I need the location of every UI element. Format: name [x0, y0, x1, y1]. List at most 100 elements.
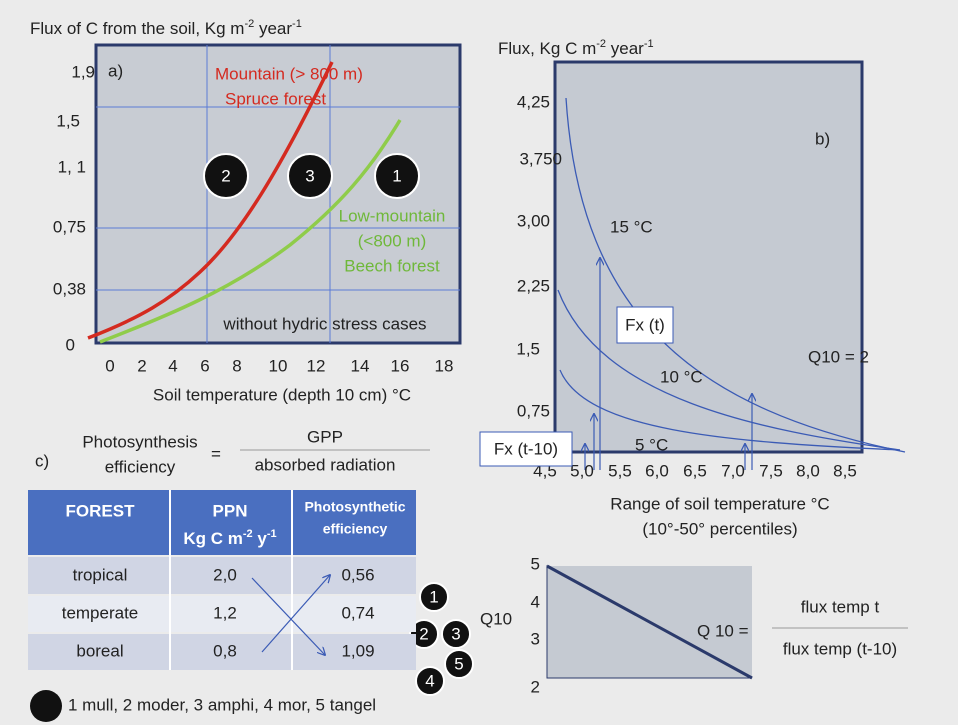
text: 10 — [269, 356, 288, 375]
panel-a-title: Flux of C from the soil, Kg m-2 year-1 — [30, 18, 302, 39]
text-part: -2 — [243, 528, 253, 540]
curve-label: 5 °C — [635, 435, 668, 454]
formula: = — [211, 444, 221, 463]
text: 4 — [168, 356, 177, 375]
panel-b-x-title: Range of soil temperature °C — [610, 494, 829, 513]
text: 6,0 — [645, 461, 669, 480]
line — [261, 575, 330, 653]
fx-box — [616, 306, 674, 344]
text-part: -2 — [244, 18, 254, 30]
panel-b-x-title: (10°-50° percentiles) — [642, 519, 797, 538]
humus-circles: 1 2 3 5 4 — [409, 582, 474, 696]
circle — [441, 619, 471, 649]
text: 14 — [351, 356, 370, 375]
circle — [415, 666, 445, 696]
q10-formula: Q 10 = — [697, 621, 749, 640]
line — [251, 577, 325, 655]
text: 1,9 — [71, 62, 95, 81]
circle — [203, 153, 249, 199]
text: 5 — [454, 654, 463, 673]
q10-note: Q10 = 2 — [808, 347, 869, 366]
text: 12 — [307, 356, 326, 375]
text: 3,00 — [517, 211, 550, 230]
text: 1 — [429, 587, 438, 606]
path — [557, 289, 901, 451]
text-part: -1 — [267, 528, 277, 540]
text: 6 — [200, 356, 209, 375]
formula: Photosynthesis — [82, 432, 197, 451]
text: temperate — [62, 603, 139, 622]
panel-b-plot — [553, 60, 864, 454]
curve-label: 10 °C — [660, 367, 703, 386]
text: FOREST — [66, 501, 136, 520]
text: 2 — [531, 677, 540, 696]
fx-box — [479, 431, 573, 467]
spruce-curve — [87, 61, 334, 340]
text: 8 — [232, 356, 241, 375]
text: 5,5 — [608, 461, 632, 480]
text: PPN — [213, 501, 248, 520]
text: 1, 1 — [58, 157, 86, 176]
panel-b-title: Flux, Kg C m-2 year-1 — [498, 38, 654, 59]
text: 3 — [531, 629, 540, 648]
beech-label: Low-mountain (<800 m) Beech forest — [339, 206, 446, 275]
beech-curve — [99, 119, 402, 344]
text: 7,5 — [759, 461, 783, 480]
humus-circles: 2 3 1 — [203, 153, 420, 199]
panel-b-curves — [557, 97, 906, 470]
text: 16 — [391, 356, 410, 375]
panel-b-x-labels: 4,5 5,0 5,5 6,0 6,5 7,0 7,5 8,0 8,5 — [533, 461, 857, 480]
text: 5 — [531, 554, 540, 573]
panel-label: a) — [108, 61, 123, 80]
circle — [444, 649, 474, 679]
text-part: year — [606, 39, 644, 58]
text-part: -2 — [596, 38, 606, 50]
spruce-label: Mountain (> 800 m) — [215, 64, 363, 83]
q10-formula: flux temp (t-10) — [783, 639, 897, 658]
text: 3,750 — [519, 149, 562, 168]
curve-label: 15 °C — [610, 217, 653, 236]
text: 3 — [451, 624, 460, 643]
text-part: year — [254, 19, 292, 38]
text: 0 — [66, 335, 75, 354]
text: 8,5 — [833, 461, 857, 480]
spruce-label: Spruce forest — [225, 89, 326, 108]
panel-b-y-labels: 4,25 3,750 3,00 2,25 1,5 0,75 — [516, 92, 562, 420]
circle — [287, 153, 333, 199]
note: without hydric stress cases — [222, 314, 426, 333]
q10-line — [546, 564, 753, 680]
text: 6,5 — [683, 461, 707, 480]
rect — [28, 557, 416, 594]
q10-axis-title: Q10 — [480, 609, 512, 628]
panel-a-y-labels: 1,9 1,5 1, 1 0,75 0,38 0 — [53, 62, 95, 354]
text: 1,09 — [341, 641, 374, 660]
text: 2,0 — [213, 565, 237, 584]
text: 5,0 — [570, 461, 594, 480]
text: 0,75 — [517, 401, 550, 420]
panel-a-grid — [96, 45, 460, 343]
text: 0,38 — [53, 279, 86, 298]
text: 4 — [531, 592, 540, 611]
text-part: -1 — [644, 38, 654, 50]
circle — [419, 582, 449, 612]
text: 0,74 — [341, 603, 374, 622]
text: 3 — [305, 166, 314, 185]
text: 18 — [435, 356, 454, 375]
fx-label: Fx (t-10) — [494, 439, 558, 458]
text: 1,5 — [516, 339, 540, 358]
text: (<800 m) — [358, 231, 427, 250]
panel-a-x-labels: 0 2 4 6 8 10 12 14 16 18 — [105, 356, 453, 375]
circle — [374, 153, 420, 199]
text: 8,0 — [796, 461, 820, 480]
text: Kg C m-2 y-1 — [183, 528, 276, 549]
text: 4,25 — [517, 92, 550, 111]
panel-label: b) — [815, 129, 830, 148]
text: 0 — [105, 356, 114, 375]
legend-circle — [30, 690, 62, 722]
text: 0,75 — [53, 217, 86, 236]
rect — [28, 596, 416, 632]
text: Photosynthetic — [304, 499, 405, 515]
text: 2 — [221, 166, 230, 185]
panel-label: c) — [35, 451, 49, 470]
